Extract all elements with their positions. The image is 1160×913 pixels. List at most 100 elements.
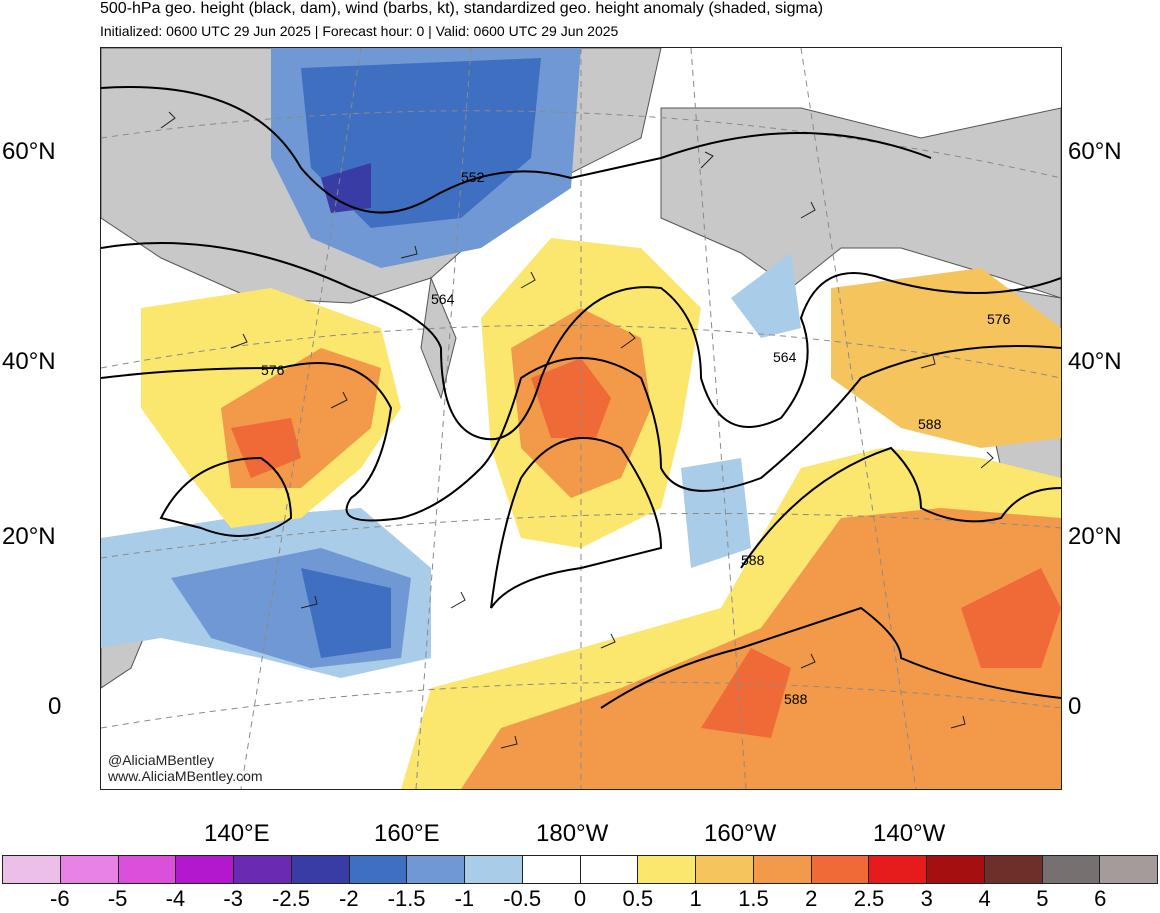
contour-588-central: [490, 437, 663, 609]
colorbar-cell: [1100, 856, 1157, 883]
anomaly-positive-central-core: [531, 358, 611, 438]
lon-label: 160°W: [704, 820, 777, 847]
colorbar-cell: [60, 856, 119, 883]
wind-barb: [600, 633, 616, 649]
colorbar-cell: [638, 856, 696, 883]
map-panel: 552 564 576 564 576 588 588 588: [100, 47, 1062, 790]
wind-barb: [700, 151, 714, 169]
map-title: 500-hPa geo. height (black, dam), wind (…: [100, 0, 824, 17]
contour-564: [101, 242, 1061, 441]
credit-url: www.AliciaMBentley.com: [108, 768, 263, 784]
colorbar-tick-label: -4: [165, 886, 186, 911]
wind-barb: [800, 201, 816, 219]
colorbar-cell: [349, 856, 408, 883]
meridian-140e: [240, 48, 362, 789]
colorbar-cell: [580, 856, 639, 883]
wind-barb: [620, 331, 636, 349]
anomaly-positive-tropics-mid: [461, 508, 1061, 789]
contour-label: 576: [261, 362, 285, 378]
lat-label-right: 60°N: [1068, 138, 1122, 165]
wind-barb: [160, 111, 176, 129]
contour-552: [101, 86, 932, 214]
colorbar-cell: [1042, 856, 1101, 883]
colorbar: [2, 855, 1158, 884]
colorbar-cell: [465, 856, 523, 883]
meridian-140w: [800, 48, 917, 789]
anomaly-negative-aleutian: [731, 253, 801, 338]
wind-barb: [800, 653, 816, 669]
credit-handle: @AliciaMBentley: [108, 752, 215, 768]
contour-label: 564: [431, 291, 455, 307]
colorbar-cell: [869, 856, 927, 883]
colorbar-cell: [984, 856, 1043, 883]
colorbar-tick-label: -2: [339, 886, 359, 911]
meridian-160w: [690, 48, 747, 789]
colorbar-tick-label: -3: [223, 886, 243, 911]
colorbar-cell: [234, 856, 292, 883]
colorbar-cell: [753, 856, 812, 883]
colorbar-cell: [118, 856, 177, 883]
wind-barbs: [160, 111, 994, 749]
lon-label: 140°E: [204, 820, 270, 847]
wind-barb: [950, 715, 966, 729]
contour-label: 588: [741, 552, 765, 568]
graticule: [101, 48, 1061, 789]
colorbar-tick-label: -6: [50, 886, 70, 911]
lon-label: 160°E: [374, 820, 440, 847]
wind-barb: [980, 451, 994, 469]
colorbar-tick-label: -1: [454, 886, 475, 911]
colorbar-tick-label: 4: [978, 886, 991, 911]
colorbar-tick-label: -1.5: [387, 886, 426, 911]
contour-label: 588: [784, 691, 808, 707]
contour-576: [101, 345, 1061, 522]
contour-label: 588: [918, 416, 942, 432]
anomaly-positive-gulf-alaska: [831, 268, 1061, 448]
lat-label-right: 40°N: [1068, 348, 1122, 375]
contour-588-south: [600, 606, 1061, 709]
colorbar-cell: [811, 856, 870, 883]
wind-barb: [500, 735, 518, 749]
wind-barb: [520, 271, 536, 289]
lat-label-left: 20°N: [2, 523, 56, 550]
map-subtitle: Initialized: 0600 UTC 29 Jun 2025 | Fore…: [100, 23, 619, 39]
anomaly-positive-tropics-core: [701, 568, 1061, 738]
wind-barb: [450, 591, 466, 609]
colorbar-cell: [407, 856, 465, 883]
land-alaska: [660, 107, 1061, 299]
colorbar-tick-label: 2: [805, 886, 818, 911]
colorbar-tick-label: 0.5: [622, 886, 654, 911]
colorbar-tick-label: 3: [920, 886, 933, 911]
anomaly-positive-japan-core: [231, 418, 301, 478]
lon-label: 180°W: [536, 820, 609, 847]
contour-588-east: [740, 446, 1061, 569]
colorbar-tick-label: 1: [689, 886, 702, 911]
colorbar-cell: [522, 856, 581, 883]
lat-label-left: 40°N: [2, 348, 56, 375]
lon-label: 140°W: [873, 820, 946, 847]
anomaly-negative-siberia-center: [321, 163, 371, 213]
wind-barb: [230, 333, 248, 349]
colorbar-tick-label: 2.5: [853, 886, 885, 911]
colorbar-tick-label: 6: [1094, 886, 1107, 911]
lat-label-right: 20°N: [1068, 523, 1122, 550]
anomaly-negative-philippine-center: [301, 568, 391, 658]
lat-label-right: 0: [1068, 693, 1082, 720]
contour-label: 564: [773, 349, 797, 365]
contour-label: 576: [987, 311, 1011, 327]
wind-barb: [920, 355, 936, 369]
wind-barb: [300, 595, 318, 609]
colorbar-tick-label: -0.5: [503, 886, 542, 911]
height-contours: [101, 86, 1061, 709]
meridian-160e: [415, 48, 472, 789]
colorbar-tick-label: 1.5: [738, 886, 769, 911]
contour-labels: 552 564 576 564 576 588 588 588: [261, 169, 1011, 707]
colorbar-cell: [927, 856, 985, 883]
lat-label-left: 0: [48, 693, 62, 720]
colorbar-tick-label: -2.5: [272, 886, 310, 911]
wind-barb: [400, 245, 418, 259]
colorbar-tick-label: 0: [573, 886, 587, 911]
contour-588-west: [159, 456, 293, 537]
map-canvas: 552 564 576 564 576 588 588 588: [101, 48, 1061, 789]
contour-label: 552: [461, 169, 485, 185]
colorbar-cell: [176, 856, 234, 883]
